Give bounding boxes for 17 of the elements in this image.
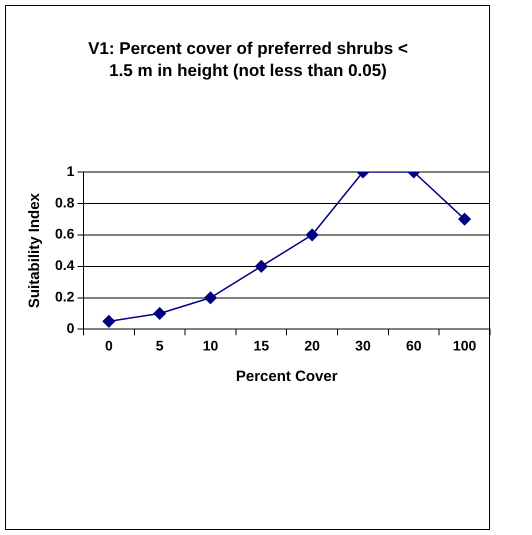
x-tick-label: 15 bbox=[254, 337, 270, 354]
y-tick-label: 0.2 bbox=[54, 288, 75, 305]
x-axis-title: Percent Cover bbox=[236, 368, 338, 386]
y-tick-label: 0.8 bbox=[54, 194, 75, 210]
x-tick-label: 5 bbox=[156, 337, 164, 354]
x-tick-label: 30 bbox=[355, 337, 371, 354]
x-tick-label: 60 bbox=[406, 337, 422, 354]
y-axis-title: Suitability Index bbox=[26, 192, 44, 308]
x-tick-label: 100 bbox=[452, 337, 476, 354]
chart-title: V1: Percent cover of preferred shrubs < 1.5 m in height (not less than 0.05) bbox=[88, 38, 408, 82]
x-tick-label: 20 bbox=[304, 337, 320, 354]
y-tick-label: 0 bbox=[66, 320, 75, 336]
x-tick-label: 0 bbox=[104, 337, 113, 354]
y-tick-label: 1 bbox=[66, 162, 75, 179]
y-tick-label: 0.6 bbox=[54, 226, 75, 242]
y-tick-label: 0.4 bbox=[54, 257, 75, 274]
x-tick-label: 10 bbox=[202, 337, 218, 354]
